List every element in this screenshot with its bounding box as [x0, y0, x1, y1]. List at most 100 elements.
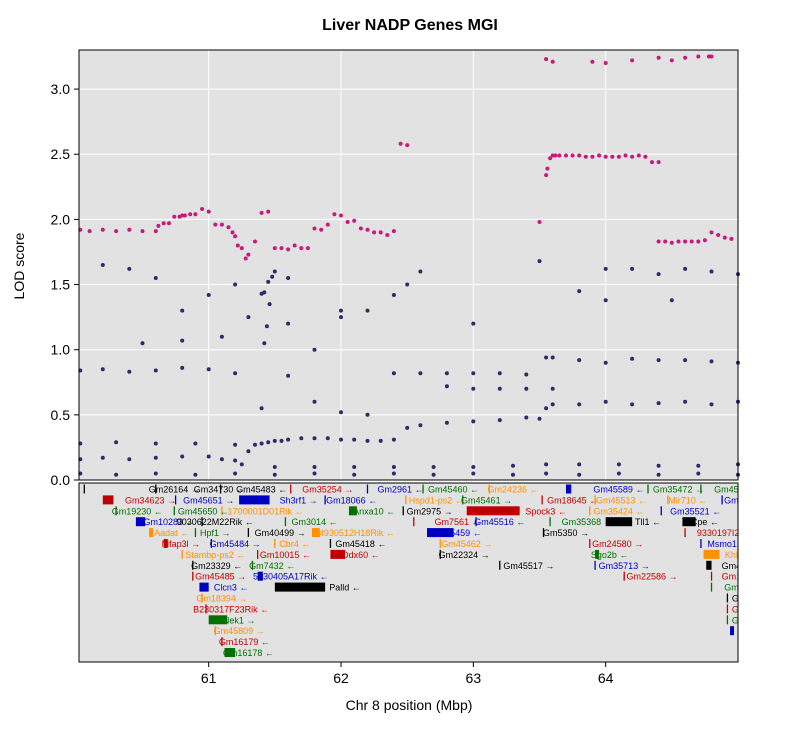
gene-label: Ddx60 ←	[342, 550, 380, 560]
data-point	[418, 371, 423, 376]
data-point	[270, 274, 275, 279]
gene-label: G	[732, 594, 739, 604]
gene-label: Gm22586 →	[626, 572, 677, 582]
data-point	[656, 463, 661, 468]
gene: Gm45485 →	[192, 571, 246, 582]
y-tick-label: 0.5	[51, 407, 71, 423]
gene: Gm45484 →	[210, 539, 261, 549]
gene: G	[726, 604, 738, 614]
data-point	[312, 226, 317, 231]
gene: Gm10283 ←	[135, 517, 194, 527]
gene: Mir710 ←	[667, 495, 707, 505]
data-point	[544, 471, 549, 476]
data-point	[140, 229, 145, 234]
gene-label: Gm26164 →	[149, 485, 200, 495]
data-point	[656, 272, 661, 277]
data-point	[230, 230, 235, 235]
gene-span	[703, 549, 720, 559]
gene: Gm18394 →	[196, 593, 247, 604]
data-point	[332, 212, 337, 217]
gene-label: Gm18645 ←	[547, 495, 598, 505]
gene-label: G	[732, 615, 739, 625]
gene-label: Gm45485 →	[195, 572, 246, 582]
gene-panel: Gm26164 →Gm34730 ←Gm45483 ← Gm35254 → Gm29…	[78, 482, 739, 663]
gene: Gm3014 ←	[284, 517, 338, 527]
data-point	[656, 55, 661, 60]
x-tick-label: 62	[333, 670, 349, 686]
data-point	[312, 471, 317, 476]
data-point	[127, 227, 132, 232]
data-point	[267, 302, 272, 307]
gene-label: Gm35521 ←	[670, 506, 721, 516]
gene: Gm45516 ←	[474, 517, 525, 527]
data-point	[418, 269, 423, 274]
data-point	[365, 438, 370, 443]
data-point	[226, 225, 231, 230]
data-point	[537, 259, 542, 264]
data-point	[729, 236, 734, 241]
data-point	[345, 220, 350, 224]
data-point	[233, 282, 238, 287]
data-point	[272, 472, 277, 477]
gene: 1700001D01Rik ←	[221, 506, 304, 516]
gene: 9030622M22Rik ←	[177, 517, 254, 527]
data-point	[391, 471, 396, 476]
data-point	[127, 457, 132, 462]
data-point	[286, 276, 291, 280]
gene-list: Gm26164 →Gm34730 ←Gm45483 ← Gm35254 → Gm29…	[83, 484, 739, 658]
data-point	[603, 360, 608, 365]
data-point	[259, 406, 264, 411]
data-point	[706, 54, 711, 59]
gene: Gm1	[710, 571, 738, 582]
data-point	[537, 220, 542, 224]
data-point	[180, 365, 185, 370]
gene-label: Gm45483 ←	[236, 485, 287, 495]
gene-label: Gm45809 →	[214, 626, 265, 636]
data-point	[722, 235, 727, 240]
gene-label: Gm24580 →	[592, 539, 643, 549]
data-point	[286, 437, 291, 442]
plot-panel	[78, 49, 740, 481]
data-point	[279, 438, 284, 443]
gene-label: Gm35713 →	[599, 561, 650, 571]
y-axis-label: LOD score	[11, 232, 27, 299]
data-point	[550, 386, 555, 391]
data-point	[590, 59, 595, 64]
data-point	[140, 341, 145, 346]
gene: 9330197I2	[684, 528, 738, 538]
gene-label: Gm18394 →	[196, 594, 247, 604]
data-point	[544, 355, 549, 360]
data-point	[557, 153, 562, 158]
gene-label: Gm45589 ←	[593, 485, 644, 495]
gene: Gm	[721, 495, 738, 505]
plot-background	[79, 50, 738, 480]
gene: 4930512H18Rik ←	[311, 528, 395, 538]
data-point	[431, 465, 436, 469]
data-point	[564, 153, 568, 158]
data-point	[188, 212, 193, 217]
data-point	[253, 239, 257, 244]
gene: Gm24580 →	[589, 539, 643, 549]
gene-span	[163, 539, 168, 548]
data-point	[286, 247, 291, 252]
gene: Mfap3l →	[162, 539, 200, 549]
data-point	[153, 441, 158, 446]
data-point	[180, 454, 185, 459]
data-point	[545, 166, 550, 171]
data-point	[233, 234, 238, 239]
gene-label: Tll1 ←	[635, 517, 661, 527]
data-point	[590, 154, 595, 159]
data-point	[339, 213, 343, 218]
gene: Sgo2b ←	[591, 549, 628, 560]
data-point	[127, 369, 132, 374]
data-point	[339, 437, 343, 442]
data-point	[100, 227, 105, 232]
gene-label: Gm45651 →	[183, 495, 234, 505]
gene-label: 5730405A17Rik ←	[253, 572, 329, 582]
data-point	[87, 229, 92, 234]
gene-panel-background	[79, 483, 738, 662]
data-point	[235, 243, 240, 248]
gene-label: Gm23329 ←	[191, 561, 242, 571]
data-point	[391, 229, 396, 234]
data-point	[524, 415, 529, 420]
